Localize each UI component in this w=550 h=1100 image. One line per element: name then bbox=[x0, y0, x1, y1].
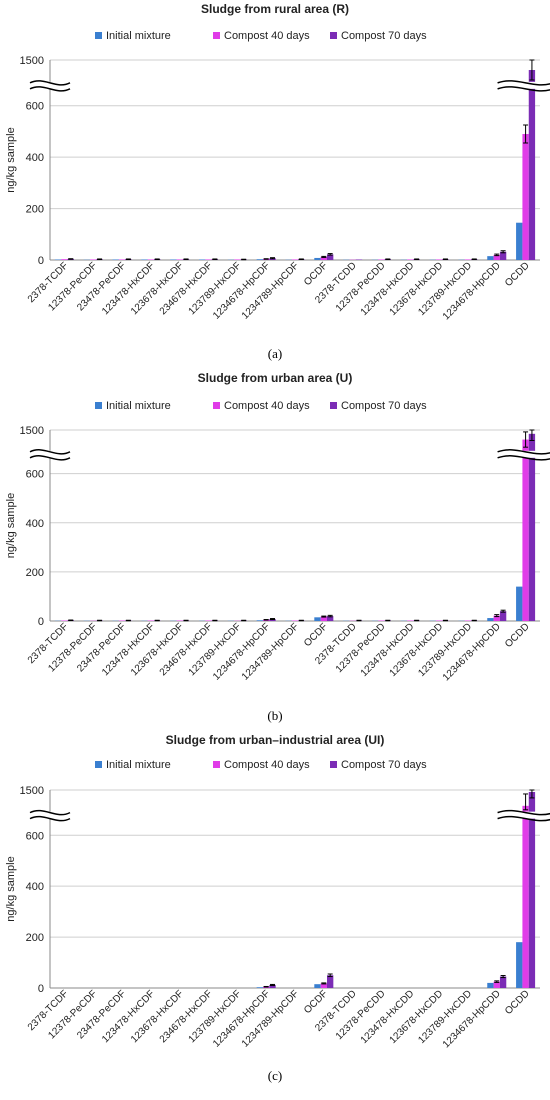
bar bbox=[516, 587, 522, 621]
bar bbox=[529, 792, 535, 988]
bar bbox=[55, 259, 61, 260]
panel-label: (c) bbox=[268, 1068, 282, 1083]
legend-swatch bbox=[213, 32, 220, 39]
y-tick-label: 600 bbox=[26, 830, 44, 842]
legend-entry: Compost 70 days bbox=[341, 400, 427, 412]
bar bbox=[529, 434, 535, 621]
bar bbox=[314, 617, 320, 621]
panel-label: (a) bbox=[268, 346, 282, 361]
legend-entry: Compost 40 days bbox=[224, 400, 310, 412]
bar bbox=[170, 259, 176, 260]
legend-swatch bbox=[95, 32, 102, 39]
y-tick-label: 0 bbox=[38, 255, 44, 267]
y-tick-label: 0 bbox=[38, 616, 44, 628]
bar bbox=[314, 258, 320, 260]
x-tick-label: OCDF bbox=[302, 260, 330, 288]
y-tick-label: 400 bbox=[26, 518, 44, 530]
bar bbox=[487, 983, 493, 988]
bar bbox=[327, 975, 333, 988]
legend-swatch bbox=[213, 761, 220, 768]
legend-entry: Initial mixture bbox=[106, 759, 171, 771]
y-tick-label: 1500 bbox=[20, 55, 44, 67]
x-tick-label: OCDD bbox=[503, 621, 532, 650]
bar bbox=[257, 259, 263, 260]
chart-title: Sludge from rural area (R) bbox=[201, 2, 349, 16]
chart-panel-3: Sludge from urban–industrial area (UI) In… bbox=[5, 733, 550, 1083]
y-tick-label: 1500 bbox=[20, 425, 44, 437]
bar bbox=[257, 620, 263, 621]
legend-entry: Initial mixture bbox=[106, 30, 171, 42]
y-axis-label: ng/kg sample bbox=[5, 493, 17, 558]
legend-swatch bbox=[213, 402, 220, 409]
chart-panel-2: Sludge from urban area (U) Initial mixtur… bbox=[5, 371, 550, 723]
y-tick-label: 400 bbox=[26, 881, 44, 893]
bar bbox=[500, 977, 506, 988]
y-tick-label: 600 bbox=[26, 469, 44, 481]
legend-entry: Compost 70 days bbox=[341, 759, 427, 771]
legend-swatch bbox=[330, 761, 337, 768]
legend-swatch bbox=[95, 402, 102, 409]
legend-swatch bbox=[95, 761, 102, 768]
x-tick-label: OCDF bbox=[302, 988, 330, 1016]
y-tick-label: 400 bbox=[26, 152, 44, 164]
legend-entry: Compost 40 days bbox=[224, 30, 310, 42]
bar bbox=[314, 984, 320, 988]
legend-swatch bbox=[330, 402, 337, 409]
y-axis-label: ng/kg sample bbox=[5, 856, 17, 921]
bar bbox=[199, 259, 205, 260]
bar bbox=[516, 223, 522, 260]
bar bbox=[487, 256, 493, 260]
chart-panel-1: Sludge from rural area (R) Initial mixtur… bbox=[5, 2, 550, 361]
legend-entry: Compost 70 days bbox=[341, 30, 427, 42]
x-tick-label: OCDD bbox=[503, 988, 532, 1017]
x-tick-label: OCDF bbox=[302, 621, 330, 649]
bar bbox=[257, 987, 263, 988]
x-tick-label: OCDD bbox=[503, 260, 532, 289]
y-tick-label: 200 bbox=[26, 932, 44, 944]
legend-entry: Initial mixture bbox=[106, 400, 171, 412]
y-tick-label: 1500 bbox=[20, 785, 44, 797]
bar bbox=[487, 618, 493, 621]
y-tick-label: 200 bbox=[26, 567, 44, 579]
legend-swatch bbox=[330, 32, 337, 39]
y-tick-label: 0 bbox=[38, 983, 44, 995]
panel-label: (b) bbox=[267, 708, 282, 723]
chart-title: Sludge from urban–industrial area (UI) bbox=[166, 733, 385, 747]
legend-entry: Compost 40 days bbox=[224, 759, 310, 771]
bar bbox=[522, 440, 528, 621]
y-tick-label: 200 bbox=[26, 204, 44, 216]
y-axis-label: ng/kg sample bbox=[5, 127, 17, 192]
bar bbox=[356, 259, 362, 260]
bar bbox=[522, 134, 528, 260]
bar bbox=[113, 259, 119, 260]
bar bbox=[529, 70, 535, 260]
chart-title: Sludge from urban area (U) bbox=[198, 371, 353, 385]
bar bbox=[141, 259, 147, 260]
y-tick-label: 600 bbox=[26, 101, 44, 113]
bar bbox=[522, 806, 528, 988]
bar bbox=[516, 942, 522, 988]
